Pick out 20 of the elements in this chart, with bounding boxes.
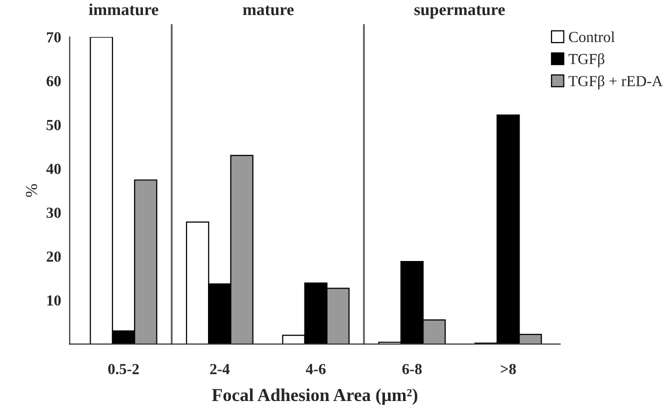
x-tick-label: 2-4	[210, 364, 230, 374]
y-tick-label: 70	[46, 32, 61, 42]
y-tick-label: 60	[46, 76, 61, 86]
text: immature	[88, 3, 158, 16]
x-axis-title: Focal Adhesion Area (μm²)	[212, 388, 418, 405]
legend-label: TGFβ	[568, 53, 604, 68]
y-tick-label: 50	[46, 120, 61, 130]
x-tick-label: 0.5-2	[108, 364, 139, 374]
legend-label: Control	[568, 31, 615, 42]
y-tick-label: 40	[46, 164, 61, 174]
x-tick-label: 6-8	[402, 364, 422, 374]
y-axis-title: %	[26, 184, 38, 197]
y-tick-label: 10	[47, 295, 61, 306]
y-tick-label: 30	[46, 208, 61, 218]
text: mature	[242, 6, 294, 16]
text: supermature	[414, 6, 505, 19]
legend-label: TGFβ + rED-A	[568, 75, 663, 90]
x-tick-label: >8	[500, 364, 516, 374]
x-tick-label: 4-6	[306, 364, 326, 374]
y-tick-label: 20	[46, 251, 61, 262]
